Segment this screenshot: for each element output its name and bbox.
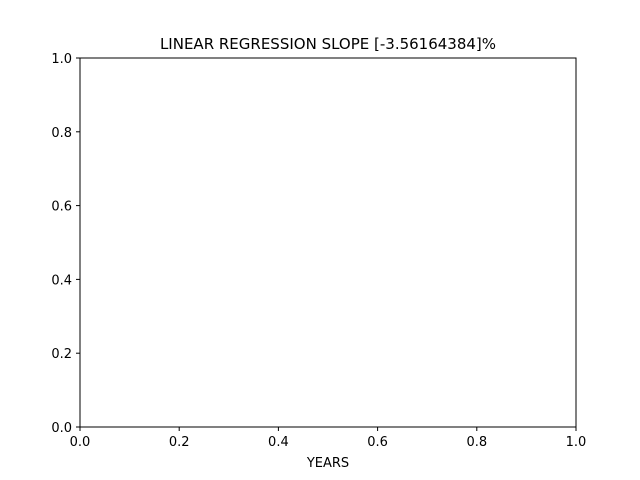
y-tick-label: 0.0 (51, 421, 72, 436)
y-tick-label: 0.8 (51, 126, 72, 141)
y-tick-label: 0.6 (51, 200, 72, 215)
plot-area (79, 57, 577, 428)
x-tick-label: 0.6 (367, 435, 388, 450)
x-axis: 0.0 0.2 0.4 0.6 0.8 1.0 (70, 427, 587, 450)
x-tick-label: 0.2 (169, 435, 190, 450)
x-tick-label: 0.4 (268, 435, 289, 450)
y-axis: 0.0 0.2 0.4 0.6 0.8 1.0 (51, 52, 80, 436)
x-tick-label: 1.0 (566, 435, 587, 450)
y-tick-label: 0.4 (51, 273, 72, 288)
y-tick-label: 1.0 (51, 52, 72, 67)
x-tick-label: 0.0 (70, 435, 91, 450)
y-tick-label: 0.2 (51, 347, 72, 362)
chart-title: LINEAR REGRESSION SLOPE [-3.56164384]% (160, 35, 496, 53)
x-axis-label: YEARS (306, 456, 349, 471)
x-tick-label: 0.8 (466, 435, 487, 450)
